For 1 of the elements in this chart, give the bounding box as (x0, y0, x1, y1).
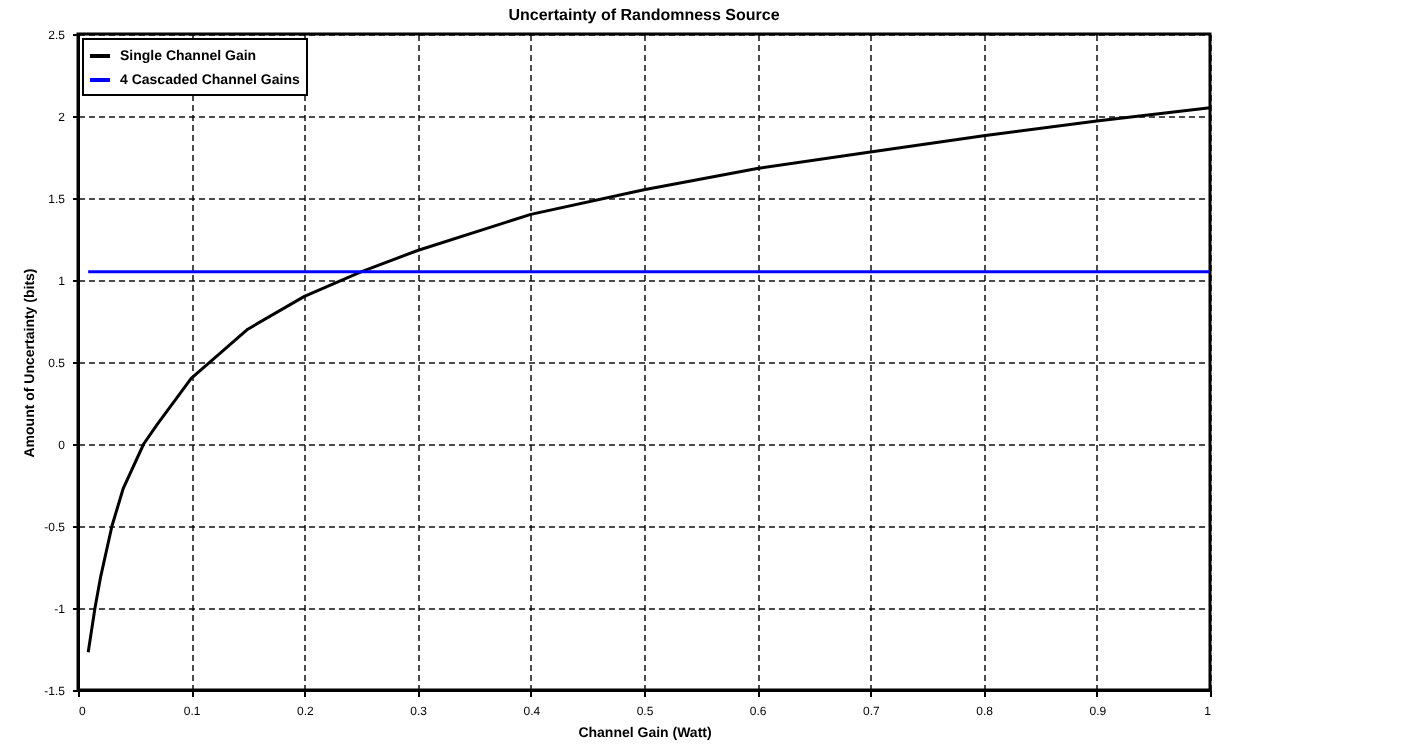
chart-title: Uncertainty of Randomness Source (508, 6, 781, 24)
